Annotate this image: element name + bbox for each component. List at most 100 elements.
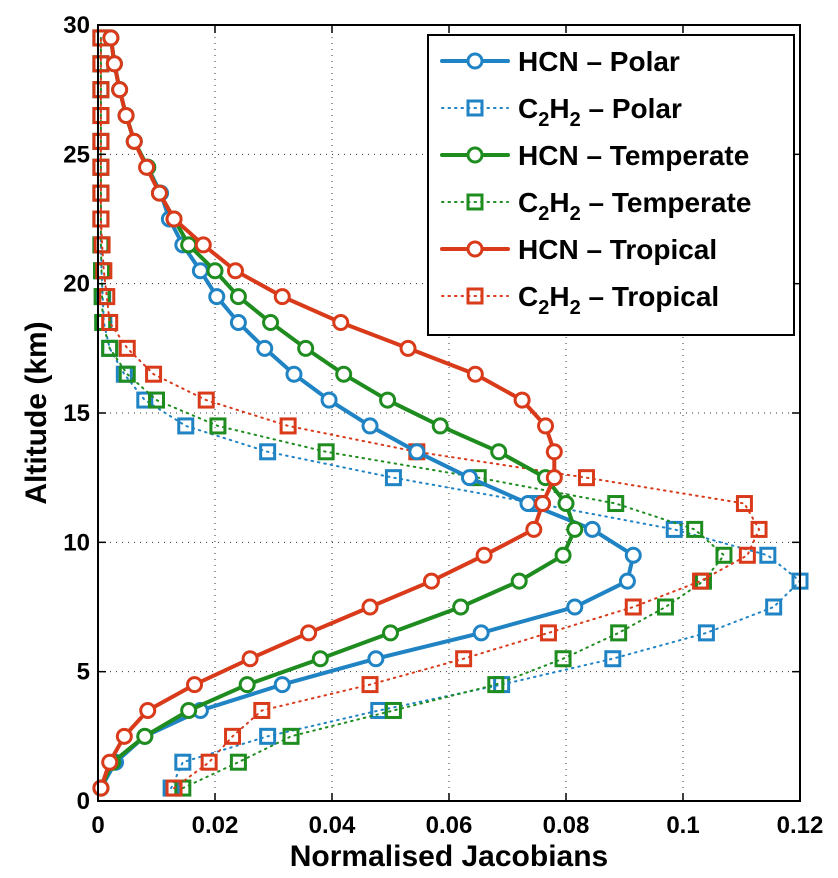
data-point (750, 520, 768, 538)
data-point (335, 365, 353, 383)
data-point (604, 650, 622, 668)
data-point (102, 29, 120, 47)
legend-item: C2H2 – Temperate (441, 187, 751, 225)
data-point (136, 391, 154, 409)
legend-label: HCN – Temperate (518, 140, 749, 171)
data-point (262, 313, 280, 331)
data-point (105, 55, 123, 73)
data-point (285, 365, 303, 383)
y-tick-label: 5 (77, 659, 90, 686)
data-point (624, 546, 642, 564)
data-point (165, 779, 183, 797)
data-point (510, 572, 528, 590)
data-point (92, 184, 110, 202)
data-point (300, 624, 318, 642)
data-point (361, 417, 379, 435)
data-point (125, 132, 143, 150)
data-point (226, 262, 244, 280)
y-tick-label: 30 (63, 12, 90, 39)
data-point (320, 391, 338, 409)
data-point (209, 417, 227, 435)
legend-item: HCN – Tropical (440, 234, 717, 265)
data-point (557, 495, 575, 513)
data-point (282, 727, 300, 745)
data-point (759, 546, 777, 564)
data-point (208, 288, 226, 306)
legend-label: C2H2 – Polar (518, 93, 682, 131)
data-point (238, 676, 256, 694)
data-point (686, 520, 704, 538)
legend-marker-swatch (466, 99, 484, 117)
data-point (455, 650, 473, 668)
data-point (180, 701, 198, 719)
data-point (101, 753, 119, 771)
data-point (545, 469, 563, 487)
data-point (92, 132, 110, 150)
legend-item: C2H2 – Polar (441, 93, 682, 131)
data-point (554, 546, 572, 564)
legend-marker-swatch (466, 287, 484, 305)
data-point (165, 210, 183, 228)
data-point (194, 236, 212, 254)
data-point (101, 339, 119, 357)
data-point (735, 495, 753, 513)
y-tick-label: 10 (63, 529, 90, 556)
x-tick-label: 0.08 (543, 812, 590, 839)
legend-box (427, 34, 795, 336)
data-point (525, 520, 543, 538)
data-point (206, 262, 224, 280)
data-point (539, 624, 557, 642)
data-point (229, 288, 247, 306)
data-point (224, 727, 242, 745)
y-axis-label: Altitude (km) (20, 321, 53, 504)
data-point (382, 624, 399, 642)
data-point (229, 313, 247, 331)
data-point (200, 753, 218, 771)
data-point (431, 417, 449, 435)
data-point (490, 443, 508, 461)
data-point (607, 495, 625, 513)
data-point (534, 495, 552, 513)
data-point (229, 753, 247, 771)
data-point (566, 598, 584, 616)
legend-marker-swatch (466, 193, 484, 211)
y-tick-label: 0 (77, 788, 90, 815)
data-point (253, 701, 271, 719)
series-layer (92, 29, 809, 797)
legend-marker-swatch (466, 240, 484, 258)
data-point (138, 158, 156, 176)
data-point (111, 81, 129, 99)
data-point (332, 313, 350, 331)
legend-label: HCN – Polar (518, 46, 680, 77)
x-tick-label: 0.04 (309, 812, 356, 839)
data-point (452, 598, 470, 616)
data-point (148, 391, 165, 409)
y-tick-label: 15 (63, 400, 90, 427)
data-point (259, 443, 277, 461)
data-point (92, 158, 110, 176)
data-point (241, 650, 259, 668)
data-point (408, 443, 426, 461)
data-point (466, 365, 484, 383)
data-point (186, 676, 204, 694)
legend-item: HCN – Polar (440, 46, 680, 77)
data-point (297, 339, 315, 357)
x-tick-label: 0 (91, 812, 104, 839)
series-line (99, 36, 761, 790)
data-point (519, 495, 537, 513)
data-point (399, 339, 417, 357)
series-line (99, 36, 726, 790)
data-point (197, 391, 215, 409)
data-point (624, 598, 642, 616)
data-point (174, 753, 192, 771)
data-point (98, 288, 116, 306)
data-point (583, 520, 601, 538)
series-4 (92, 29, 563, 797)
data-point (95, 262, 113, 280)
data-point (656, 598, 674, 616)
data-point (367, 650, 385, 668)
legend-marker-swatch (466, 146, 484, 164)
legend: HCN – Polar C2H2 – Polar HCN – Temperate C2… (427, 34, 795, 336)
data-point (93, 236, 111, 254)
